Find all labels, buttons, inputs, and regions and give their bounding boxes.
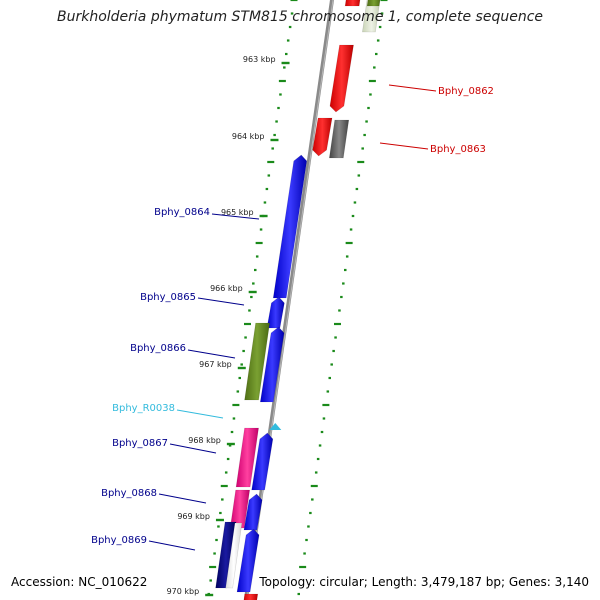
feature-arrow: [362, 0, 381, 33]
genome-summary-text: Topology: circular; Length: 3,479,187 bp…: [257, 575, 591, 589]
feature-arrow: [328, 119, 350, 159]
ruler-label: 965 kbp: [221, 208, 254, 217]
feature-arrow: [243, 593, 259, 600]
feature-label-bphy-0868: Bphy_0868: [101, 488, 157, 499]
label-leader-line: [158, 493, 207, 504]
ruler-label: 968 kbp: [188, 436, 221, 445]
feature-arrow-bphy-r0038: [269, 423, 282, 430]
feature-label-bphy-0867: Bphy_0867: [112, 438, 168, 449]
feature-arrow-bphy-0863: [312, 117, 333, 157]
feature-label-bphy-0862: Bphy_0862: [438, 86, 494, 97]
feature-arrow: [366, 0, 381, 7]
feature-arrows: [215, 0, 381, 600]
ruler-label: 969 kbp: [177, 512, 210, 521]
label-leader-line: [211, 213, 260, 220]
feature-label-bphy-r0038: Bphy_R0038: [112, 403, 175, 414]
label-leader-line: [388, 84, 437, 92]
feature-arrow-bphy-0864: [272, 154, 308, 299]
feature-arrow: [235, 427, 259, 488]
label-leader-line: [187, 349, 236, 359]
feature-labels: Bphy_0862 Bphy_0863 Bphy_0864 Bphy_0865 Bphy…: [91, 84, 494, 551]
ruler-label: 970 kbp: [167, 587, 200, 596]
ruler-label: 966 kbp: [210, 284, 243, 293]
feature-label-bphy-0864: Bphy_0864: [154, 207, 210, 218]
ruler-label: 963 kbp: [243, 55, 276, 64]
feature-arrow: [225, 522, 243, 589]
map-title: Burkholderia phymatum STM815 chromosome …: [56, 9, 543, 25]
ruler-label: 967 kbp: [199, 360, 232, 369]
accession-text: Accession: NC_010622: [9, 575, 150, 589]
ruler-ticks: 963 kbp 964 kbp 965 kbp 966 kbp 967 kbp 968 k…: [167, 0, 388, 597]
label-leader-line: [169, 443, 217, 454]
feature-arrow-bphy-0862: [329, 44, 354, 113]
feature-arrow: [344, 0, 361, 7]
ruler-label: 964 kbp: [232, 132, 265, 141]
feature-label-bphy-0866: Bphy_0866: [130, 343, 186, 354]
feature-arrow-bphy-0866: [259, 326, 285, 403]
feature-arrow-bphy-0869: [236, 528, 260, 593]
label-leader-line: [197, 297, 245, 306]
feature-label-bphy-0863: Bphy_0863: [430, 144, 486, 155]
label-leader-line: [379, 142, 429, 150]
label-leader-line: [176, 409, 224, 419]
feature-arrow: [244, 322, 270, 401]
feature-arrow-bphy-0867: [251, 432, 274, 491]
feature-label-bphy-0869: Bphy_0869: [91, 535, 147, 546]
feature-label-bphy-0865: Bphy_0865: [140, 292, 196, 303]
feature-arrow-bphy-0868: [243, 493, 263, 531]
label-leader-line: [148, 540, 196, 551]
feature-arrow: [229, 489, 251, 529]
